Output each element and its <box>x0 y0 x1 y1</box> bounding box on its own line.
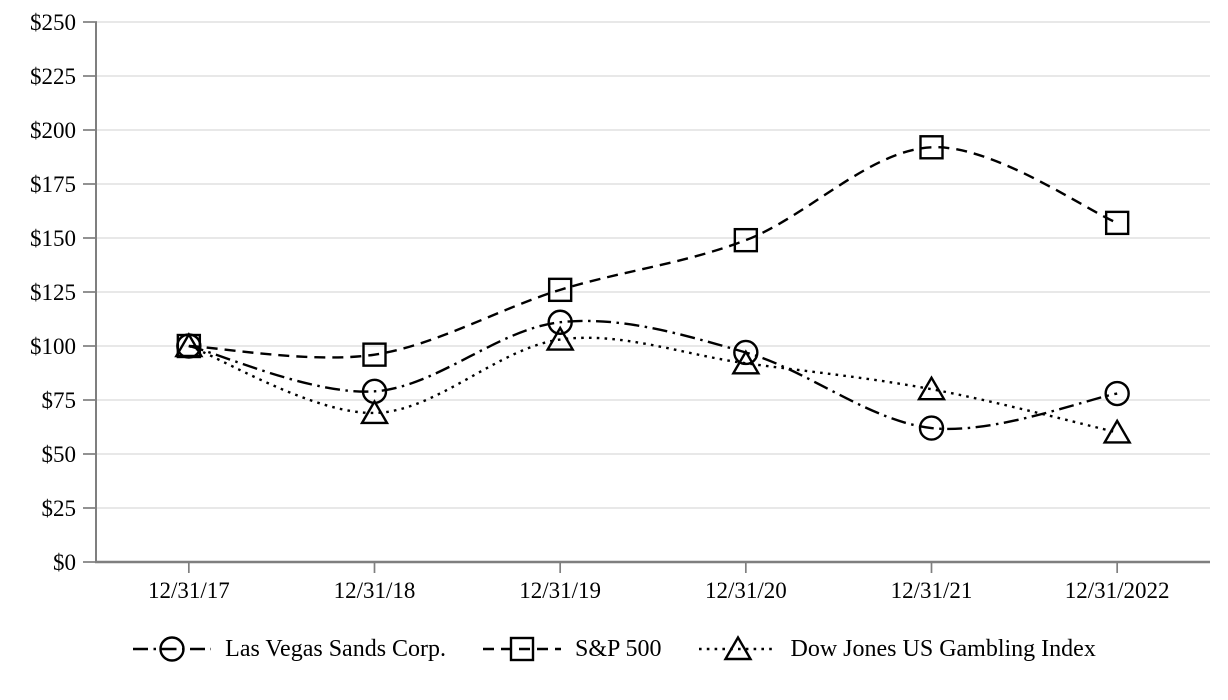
marker-triangle-dow-jones-us-gambling-index <box>174 332 204 358</box>
marker-square-s-p-500 <box>919 135 944 160</box>
marker-circle-las-vegas-sands-corp <box>159 636 185 662</box>
marker-triangle-dow-jones-us-gambling-index <box>722 635 753 661</box>
x-tick-label: 12/31/20 <box>705 578 787 603</box>
marker-square-s-p-500 <box>509 636 535 662</box>
marker-circle-las-vegas-sands-corp <box>918 415 945 441</box>
series-markers <box>174 135 1132 444</box>
marker-square-s-p-500 <box>733 227 759 253</box>
y-tick-label: $50 <box>42 442 77 467</box>
y-tick-label: $200 <box>30 118 76 143</box>
y-tick-label: $250 <box>30 10 76 35</box>
x-tick-label: 12/31/18 <box>334 578 416 603</box>
y-tick-label: $175 <box>30 172 76 197</box>
marker-triangle-dow-jones-us-gambling-index <box>545 325 575 351</box>
y-tick-label: $150 <box>30 226 76 251</box>
y-tick-label: $75 <box>42 388 77 413</box>
y-tick-label: $125 <box>30 280 76 305</box>
marker-circle-las-vegas-sands-corp <box>1104 380 1130 407</box>
legend-label-las-vegas-sands-corp: Las Vegas Sands Corp. <box>225 636 447 662</box>
marker-triangle-dow-jones-us-gambling-index <box>916 375 947 401</box>
series-lines <box>188 146 1118 434</box>
y-tick-label: $100 <box>30 334 76 359</box>
y-tick-label: $25 <box>42 496 77 521</box>
y-tick-label: $0 <box>53 550 76 575</box>
marker-circle-las-vegas-sands-corp <box>733 339 759 366</box>
legend-item-las-vegas-sands-corp: Las Vegas Sands Corp. <box>132 634 446 664</box>
legend-item-sp-500: S&P 500 <box>482 634 662 664</box>
marker-square-s-p-500 <box>1104 210 1130 236</box>
marker-triangle-dow-jones-us-gambling-index <box>731 349 761 375</box>
marker-square-s-p-500 <box>547 277 573 303</box>
legend-label-sp-500: S&P 500 <box>575 636 662 662</box>
series-line-dow-jones-us-gambling-index <box>188 336 1118 434</box>
series-line-s-p-500 <box>188 146 1118 359</box>
legend-sample-triangle-dotted-icon <box>698 635 777 661</box>
marker-circle-las-vegas-sands-corp <box>547 309 573 335</box>
y-tick-label: $225 <box>30 64 76 89</box>
x-tick-label: 12/31/2022 <box>1065 578 1170 603</box>
x-tick-label: 12/31/19 <box>519 578 601 603</box>
x-axis: 12/31/17 12/31/18 12/31/19 12/31/20 12/31/21… <box>148 562 1170 603</box>
legend-sample-square-dashed-icon <box>483 636 562 662</box>
legend-item-dow-jones-us-gambling-index: Dow Jones US Gambling Index <box>698 634 1096 664</box>
chart-legend: Las Vegas Sands Corp. S&P 500 Dow Jones … <box>0 634 1228 664</box>
legend-label-dow-jones-us-gambling-index: Dow Jones US Gambling Index <box>790 636 1096 662</box>
legend-sample-circle-dash-dot-icon <box>133 636 212 662</box>
x-tick-label: 12/31/21 <box>891 578 973 603</box>
marker-triangle-dow-jones-us-gambling-index <box>1102 418 1132 444</box>
marker-triangle-dow-jones-us-gambling-index <box>359 399 390 425</box>
x-tick-label: 12/31/17 <box>148 578 230 603</box>
gridlines <box>96 21 1210 509</box>
series-line-las-vegas-sands-corp <box>188 319 1118 431</box>
y-axis: $0 $25 $50 $75 $100 $125 $150 $175 $200 $225 $250 <box>30 10 97 575</box>
marker-square-s-p-500 <box>362 342 387 367</box>
chart-plot-area: $0 $25 $50 $75 $100 $125 $150 $175 $200 $225 $250 1… <box>30 10 1210 603</box>
